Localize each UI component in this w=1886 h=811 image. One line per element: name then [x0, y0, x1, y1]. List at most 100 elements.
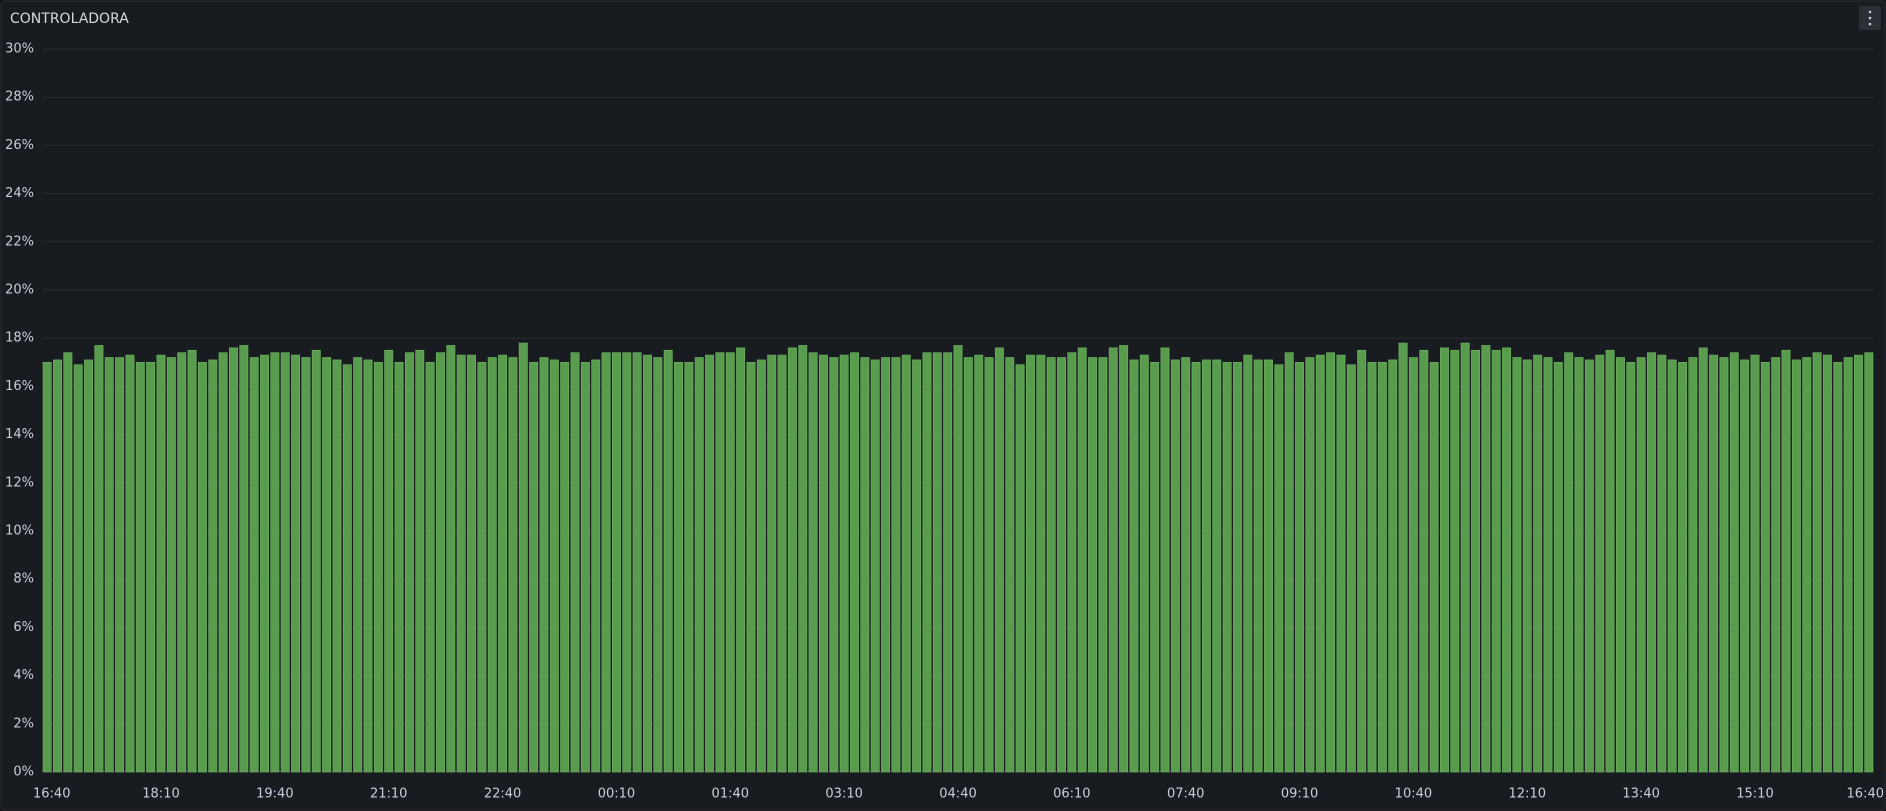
bar — [1357, 349, 1367, 773]
bar — [1274, 364, 1284, 773]
bar — [1626, 361, 1636, 773]
bar — [570, 352, 580, 773]
bar — [674, 361, 683, 773]
bar — [177, 352, 187, 773]
bar — [611, 352, 621, 773]
bar — [239, 345, 249, 773]
bar — [1326, 352, 1336, 773]
bar — [1729, 352, 1739, 773]
bar — [1781, 349, 1791, 773]
bar — [1181, 357, 1191, 773]
x-tick-label: 09:10 — [1281, 787, 1318, 802]
x-tick-label: 16:40 — [1847, 787, 1884, 802]
x-tick-label: 00:10 — [598, 787, 635, 802]
bar — [1450, 349, 1460, 773]
bar — [684, 361, 694, 773]
bar — [777, 354, 787, 773]
y-tick-label: 18% — [5, 331, 34, 346]
x-tick-label: 18:10 — [142, 787, 179, 802]
bar — [1388, 359, 1398, 773]
bar — [1170, 359, 1180, 773]
bar — [1315, 354, 1325, 773]
bar — [53, 359, 62, 773]
bar — [1791, 359, 1801, 773]
bar — [1036, 354, 1046, 773]
bar — [415, 349, 425, 773]
bar — [622, 352, 632, 773]
bar — [229, 347, 238, 773]
bar — [156, 354, 166, 773]
bar — [1636, 357, 1646, 773]
y-tick-label: 10% — [5, 524, 34, 539]
bar — [84, 359, 94, 773]
bar — [1367, 361, 1377, 773]
bar — [1822, 354, 1832, 773]
bar — [125, 354, 135, 773]
bar — [1843, 357, 1853, 773]
bar — [1698, 347, 1708, 773]
bar — [1160, 347, 1170, 773]
bar — [1429, 361, 1439, 773]
bar — [653, 357, 663, 773]
y-tick-label: 14% — [5, 427, 34, 442]
bar — [663, 349, 673, 773]
bar — [1657, 354, 1667, 773]
bar — [1471, 349, 1480, 773]
bar — [1553, 361, 1563, 773]
bar — [1057, 357, 1066, 773]
bar — [932, 352, 942, 773]
bar — [1346, 364, 1356, 773]
bar — [787, 347, 797, 773]
bar — [580, 361, 590, 773]
bar — [829, 357, 839, 773]
bar — [1740, 359, 1750, 773]
bar — [363, 359, 373, 773]
bar — [1139, 354, 1149, 773]
bar — [725, 352, 735, 773]
bar — [94, 345, 104, 773]
bar — [1222, 361, 1232, 773]
bar — [736, 347, 746, 773]
y-tick-label: 28% — [5, 90, 34, 105]
bar — [1419, 349, 1429, 773]
bar — [425, 361, 435, 773]
bar — [1336, 354, 1346, 773]
x-tick-label: 22:40 — [484, 787, 521, 802]
bar — [953, 345, 963, 773]
bar — [974, 354, 984, 773]
bar — [539, 357, 549, 773]
bar — [694, 357, 704, 773]
bar — [746, 361, 756, 773]
bar — [1305, 357, 1315, 773]
bar — [705, 354, 715, 773]
bar — [342, 364, 352, 773]
bar — [197, 361, 207, 773]
bar — [1760, 361, 1770, 773]
panel-menu[interactable] — [1859, 6, 1881, 30]
x-tick-label: 10:40 — [1395, 787, 1432, 802]
x-tick-label: 13:40 — [1622, 787, 1659, 802]
bar — [291, 354, 301, 773]
bar — [477, 361, 487, 773]
bar — [912, 359, 922, 773]
x-tick-label: 19:40 — [256, 787, 293, 802]
bar — [1212, 359, 1222, 773]
bar — [632, 352, 642, 773]
bar — [1502, 347, 1512, 773]
bar — [260, 354, 269, 773]
bar — [798, 345, 808, 773]
bar — [1098, 357, 1108, 773]
bar — [384, 349, 394, 773]
bar — [1150, 361, 1160, 773]
bar — [943, 352, 953, 773]
bar — [270, 352, 280, 773]
bar — [1481, 345, 1491, 773]
bar — [280, 352, 290, 773]
bar — [498, 354, 508, 773]
bar — [1709, 354, 1719, 773]
bar — [984, 357, 994, 773]
bar — [301, 357, 311, 773]
bar — [1833, 361, 1843, 773]
bar — [63, 352, 73, 773]
bar — [1015, 364, 1025, 773]
